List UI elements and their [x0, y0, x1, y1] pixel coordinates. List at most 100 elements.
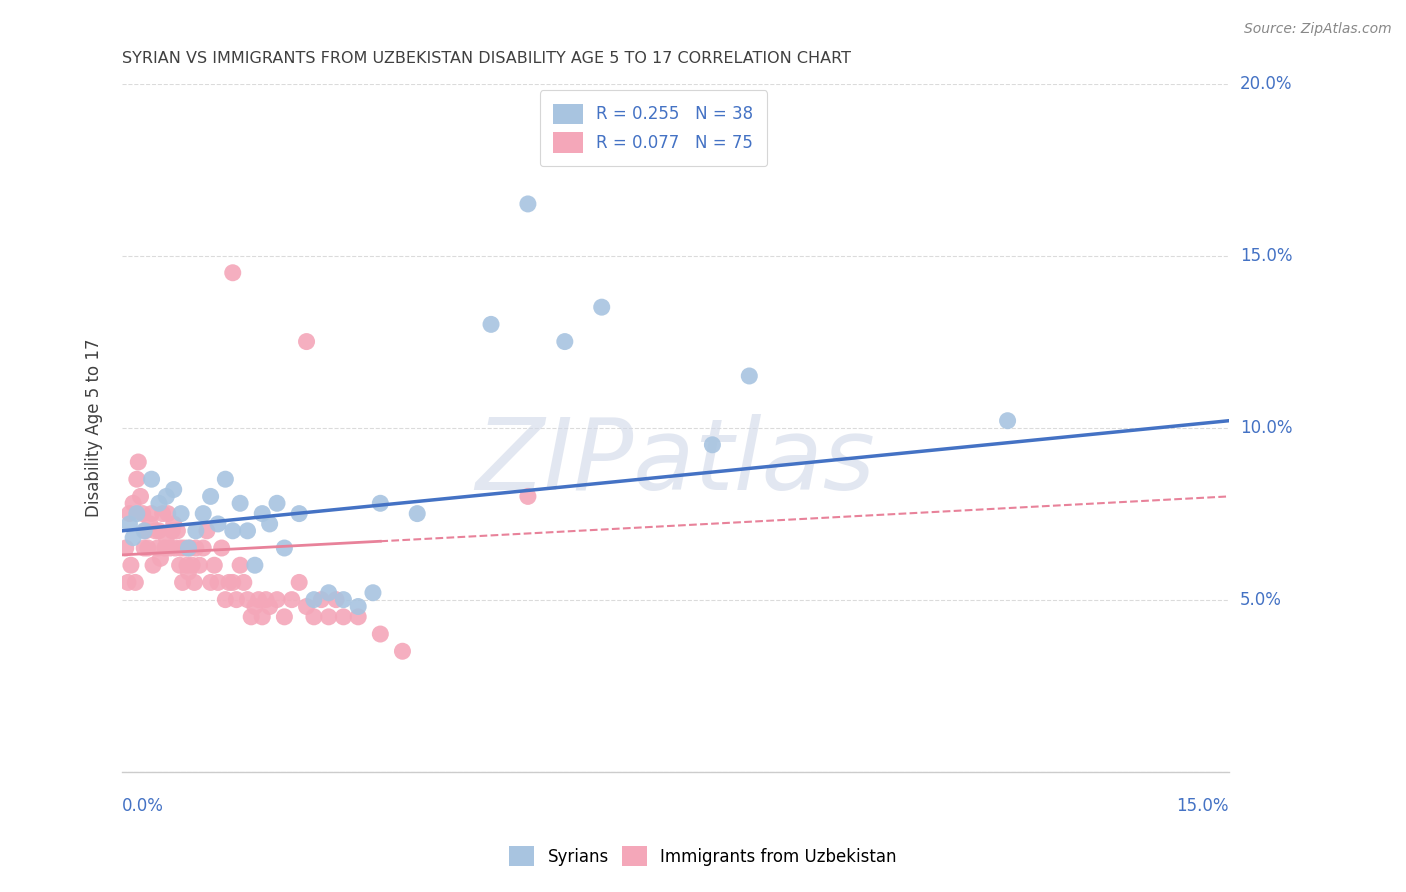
Point	[193, 541, 215, 555]
Point	[266, 496, 288, 510]
Point	[236, 524, 259, 538]
Text: 0.0%: 0.0%	[122, 797, 165, 814]
Point	[163, 483, 186, 497]
Point	[240, 610, 263, 624]
Point	[177, 565, 200, 579]
Point	[124, 575, 146, 590]
Point	[173, 541, 195, 555]
Point	[254, 592, 277, 607]
Point	[132, 507, 155, 521]
Point	[347, 610, 370, 624]
Point	[361, 586, 384, 600]
Legend: R = 0.255   N = 38, R = 0.077   N = 75: R = 0.255 N = 38, R = 0.077 N = 75	[540, 90, 766, 166]
Point	[136, 541, 159, 555]
Point	[232, 575, 254, 590]
Point	[229, 496, 252, 510]
Point	[120, 558, 142, 573]
Point	[142, 558, 165, 573]
Point	[288, 507, 311, 521]
Point	[152, 507, 174, 521]
Text: 10.0%: 10.0%	[1240, 418, 1292, 436]
Point	[172, 575, 194, 590]
Text: 20.0%: 20.0%	[1240, 75, 1292, 93]
Point	[184, 541, 207, 555]
Point	[207, 575, 229, 590]
Point	[207, 516, 229, 531]
Point	[149, 551, 172, 566]
Point	[332, 592, 354, 607]
Point	[135, 524, 157, 538]
Point	[554, 334, 576, 349]
Point	[243, 558, 266, 573]
Point	[170, 541, 193, 555]
Point	[118, 507, 141, 521]
Point	[347, 599, 370, 614]
Point	[997, 414, 1019, 428]
Point	[169, 558, 191, 573]
Point	[176, 558, 198, 573]
Point	[134, 524, 156, 538]
Point	[127, 455, 149, 469]
Point	[195, 524, 218, 538]
Point	[318, 610, 340, 624]
Point	[302, 592, 325, 607]
Point	[311, 592, 333, 607]
Point	[148, 524, 170, 538]
Point	[134, 541, 156, 555]
Point	[177, 541, 200, 555]
Point	[125, 507, 148, 521]
Point	[516, 490, 538, 504]
Point	[165, 541, 187, 555]
Point	[295, 599, 318, 614]
Legend: Syrians, Immigrants from Uzbekistan: Syrians, Immigrants from Uzbekistan	[501, 838, 905, 875]
Point	[325, 592, 347, 607]
Point	[200, 490, 222, 504]
Point	[129, 490, 152, 504]
Point	[236, 592, 259, 607]
Point	[252, 507, 274, 521]
Text: 5.0%: 5.0%	[1240, 591, 1282, 608]
Point	[184, 524, 207, 538]
Point	[516, 197, 538, 211]
Point	[252, 610, 274, 624]
Point	[183, 575, 205, 590]
Point	[281, 592, 304, 607]
Point	[222, 266, 245, 280]
Point	[266, 592, 288, 607]
Point	[479, 318, 502, 332]
Point	[259, 599, 281, 614]
Point	[702, 438, 724, 452]
Text: ZIPatlas: ZIPatlas	[475, 414, 876, 510]
Point	[118, 516, 141, 531]
Y-axis label: Disability Age 5 to 17: Disability Age 5 to 17	[86, 338, 103, 516]
Point	[159, 541, 181, 555]
Point	[332, 610, 354, 624]
Point	[148, 496, 170, 510]
Point	[155, 490, 177, 504]
Point	[153, 541, 176, 555]
Point	[156, 507, 179, 521]
Point	[211, 541, 233, 555]
Point	[302, 610, 325, 624]
Point	[295, 334, 318, 349]
Point	[166, 524, 188, 538]
Point	[139, 516, 162, 531]
Point	[193, 507, 215, 521]
Point	[214, 592, 236, 607]
Point	[143, 524, 166, 538]
Point	[229, 558, 252, 573]
Point	[160, 524, 183, 538]
Point	[247, 592, 270, 607]
Point	[406, 507, 429, 521]
Point	[202, 558, 225, 573]
Point	[288, 575, 311, 590]
Point	[141, 472, 163, 486]
Point	[141, 507, 163, 521]
Point	[273, 610, 295, 624]
Point	[370, 496, 392, 510]
Point	[391, 644, 413, 658]
Text: SYRIAN VS IMMIGRANTS FROM UZBEKISTAN DISABILITY AGE 5 TO 17 CORRELATION CHART: SYRIAN VS IMMIGRANTS FROM UZBEKISTAN DIS…	[122, 51, 851, 66]
Point	[117, 575, 139, 590]
Point	[188, 558, 211, 573]
Point	[163, 516, 186, 531]
